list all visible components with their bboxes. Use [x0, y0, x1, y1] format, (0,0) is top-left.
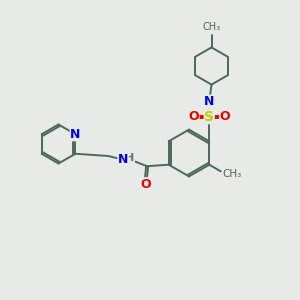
Text: O: O — [140, 178, 151, 191]
Text: CH₃: CH₃ — [222, 169, 242, 179]
Text: O: O — [188, 110, 199, 123]
Text: H: H — [125, 153, 134, 164]
Text: N: N — [118, 152, 128, 166]
Text: N: N — [70, 128, 81, 141]
Text: O: O — [220, 110, 230, 123]
Text: N: N — [204, 95, 214, 108]
Text: S: S — [204, 110, 214, 124]
Text: CH₃: CH₃ — [202, 22, 220, 32]
